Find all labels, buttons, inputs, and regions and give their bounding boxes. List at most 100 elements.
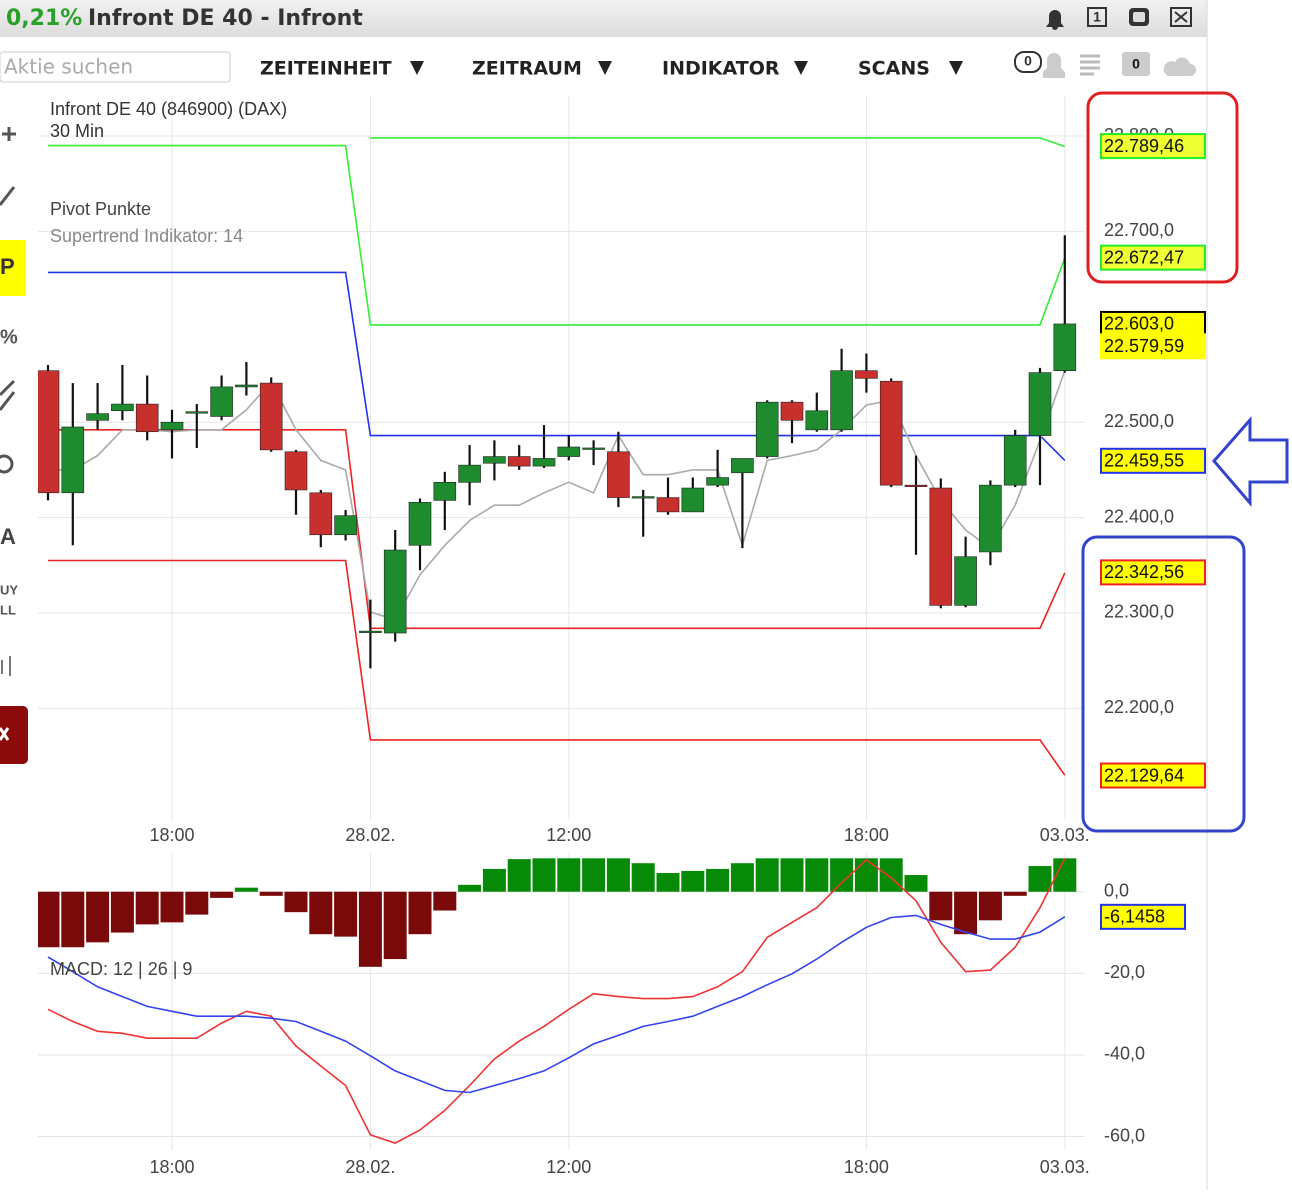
y-tick-label: 22.300,0 — [1104, 602, 1174, 622]
badge[interactable] — [1122, 52, 1150, 76]
histogram-bar — [61, 891, 85, 948]
menu-arrow[interactable] — [949, 61, 963, 75]
x-tick-label: 12:00 — [546, 825, 591, 845]
price-marker-label: 22.129,64 — [1104, 765, 1184, 785]
candle-body — [309, 492, 333, 536]
plot-area — [38, 857, 1077, 1144]
candle-body — [1028, 372, 1052, 436]
search-placeholder: Aktie suchen — [4, 55, 133, 79]
delete-icon — [0, 727, 10, 741]
histogram-bar — [334, 891, 358, 937]
histogram-bar — [904, 875, 928, 892]
histogram-bar — [482, 868, 506, 892]
x-tick-label: 28.02. — [345, 825, 395, 845]
button-one[interactable] — [1087, 7, 1107, 27]
histogram-bar — [830, 858, 854, 892]
histogram-bar — [805, 858, 829, 892]
candle-body — [1053, 323, 1077, 371]
histogram-bar — [681, 870, 705, 892]
toolbar-label[interactable]: A — [0, 524, 16, 549]
candle-body — [631, 496, 655, 499]
histogram-bar — [1053, 858, 1077, 892]
pivot-button[interactable] — [0, 240, 26, 296]
chart-annotation: Supertrend Indikator: 14 — [50, 226, 243, 246]
candle-body — [532, 458, 556, 467]
highlight-box-red — [1086, 91, 1239, 284]
histogram-bar — [309, 891, 333, 935]
window-title: Infront DE 40 - Infront — [88, 6, 363, 31]
toolbar-label[interactable]: LL — [0, 602, 16, 617]
badge-label: 0 — [1024, 53, 1032, 69]
candle-body — [557, 446, 581, 457]
x-tick-label: 03.03. — [1040, 825, 1090, 845]
price-marker-label: 22.342,56 — [1104, 562, 1184, 582]
price-marker — [1100, 559, 1206, 586]
histogram-bar — [631, 863, 655, 892]
line-tool-icon[interactable] — [0, 186, 16, 206]
plot-area — [38, 137, 1077, 776]
candle-body — [135, 403, 159, 433]
histogram-bar — [358, 891, 382, 967]
candle-body — [38, 370, 60, 494]
circle-tool-icon[interactable] — [0, 454, 14, 474]
histogram-bar — [954, 891, 978, 935]
histogram-bar — [507, 859, 531, 892]
candle-body — [433, 482, 457, 501]
search-box[interactable] — [0, 51, 231, 83]
bell-icon[interactable] — [1046, 10, 1064, 30]
menu-arrow[interactable] — [598, 61, 612, 75]
alert-icon[interactable] — [1043, 53, 1065, 78]
candle-body — [210, 386, 233, 417]
indicator-line — [48, 144, 1066, 326]
sound-icon[interactable] — [1, 656, 11, 676]
x-tick-label: 18:00 — [149, 825, 194, 845]
histogram-bar — [606, 858, 630, 892]
histogram-bar — [1028, 866, 1052, 892]
list-icon[interactable] — [1080, 54, 1100, 76]
arrow-annotation — [1212, 416, 1289, 508]
histogram-bar — [1003, 891, 1027, 896]
histogram-bar — [135, 891, 159, 925]
candle-body — [334, 515, 357, 536]
candle-body — [879, 380, 903, 486]
toolbar-label[interactable]: % — [0, 326, 18, 348]
histogram-bar — [557, 858, 581, 892]
candle-body — [458, 464, 481, 483]
highlight-box-blue — [1081, 535, 1246, 833]
close-button[interactable] — [1170, 7, 1192, 27]
histogram-bar — [582, 858, 606, 892]
price-marker-label: 22.603,0 — [1104, 314, 1174, 334]
toolbar-label[interactable]: UY — [0, 582, 18, 597]
candle-body — [582, 447, 605, 450]
menu-item[interactable]: INDIKATOR — [662, 58, 780, 80]
chart: 18:00 28.02. 12:00 18:00 03.03. 22.200,0 22.30… — [38, 95, 1206, 845]
histogram-bar — [38, 891, 60, 948]
menu-arrow[interactable] — [794, 61, 808, 75]
close-icon — [1174, 11, 1188, 23]
candle-body — [681, 487, 705, 513]
delete-button[interactable] — [0, 706, 28, 764]
toolbar-label[interactable]: P — [0, 254, 15, 279]
candle-body — [755, 401, 779, 457]
menu-item[interactable]: ZEITRAUM — [472, 58, 582, 80]
maximize-inner — [1133, 12, 1145, 22]
histogram-bar — [185, 891, 209, 915]
candle-body — [979, 484, 1002, 553]
menu-item[interactable]: SCANS — [858, 58, 930, 80]
channel-icon[interactable] — [0, 379, 16, 411]
price-marker-label: 22.789,46 — [1104, 136, 1184, 156]
badge[interactable] — [1014, 51, 1042, 73]
price-marker — [1100, 333, 1206, 360]
menu-arrow[interactable] — [410, 61, 424, 75]
menu-item[interactable]: ZEITEINHEIT — [260, 58, 392, 80]
price-marker-label: 22.579,59 — [1104, 336, 1184, 356]
histogram-bar — [210, 891, 234, 898]
cloud-icon[interactable] — [1163, 57, 1196, 76]
crosshair-icon[interactable] — [2, 127, 16, 141]
y-tick-label: -60,0 — [1104, 1125, 1145, 1145]
badge-label: 0 — [1132, 56, 1140, 72]
histogram-bar — [879, 858, 903, 892]
price-marker — [1100, 447, 1206, 474]
candle-body — [61, 426, 85, 494]
